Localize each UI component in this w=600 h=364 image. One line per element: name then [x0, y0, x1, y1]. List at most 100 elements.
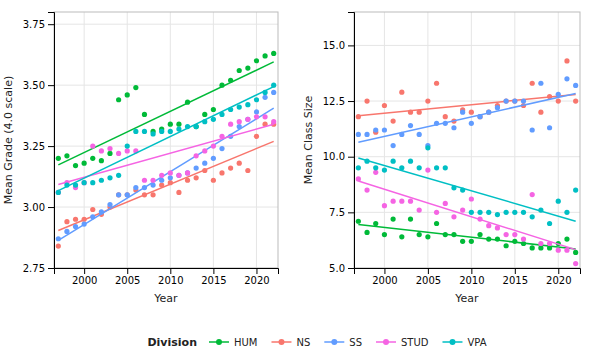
series: [356, 58, 579, 134]
point: [185, 170, 190, 175]
point: [399, 165, 404, 170]
fit-line: [358, 93, 575, 142]
series: [56, 122, 277, 249]
x-axis-tick-line: [471, 268, 472, 274]
point: [228, 165, 233, 170]
point: [142, 112, 147, 117]
point: [573, 187, 578, 192]
point: [469, 196, 474, 201]
point: [202, 112, 207, 117]
panel: 200020052010201520202.753.003.253.503.75…: [2, 12, 279, 305]
point: [228, 107, 233, 112]
point: [82, 217, 87, 222]
x-axis-tick-label: 2020: [546, 275, 571, 286]
point: [202, 148, 207, 153]
point: [185, 124, 190, 129]
y-axis-title: Mean Grade (4.0 scale): [2, 76, 15, 204]
point: [271, 51, 276, 56]
point: [391, 143, 396, 148]
point: [417, 165, 422, 170]
x-axis-tick-line: [213, 268, 214, 274]
x-axis-tick-label: 2005: [416, 275, 441, 286]
point: [521, 210, 526, 215]
y-axis-tick-line: [48, 85, 54, 86]
y-axis-tick-line: [48, 207, 54, 208]
point: [382, 167, 387, 172]
point: [399, 199, 404, 204]
x-axis-title: Year: [454, 292, 479, 305]
point: [176, 173, 181, 178]
point: [504, 243, 509, 248]
point: [90, 156, 95, 161]
point: [477, 114, 482, 119]
point: [271, 119, 276, 124]
point: [364, 132, 369, 137]
point: [547, 221, 552, 226]
point: [254, 114, 259, 119]
legend-label: HUM: [234, 337, 257, 348]
x-axis-tick: 2000: [72, 268, 97, 286]
point: [434, 121, 439, 126]
fit-line: [58, 62, 273, 165]
point: [486, 210, 491, 215]
point: [443, 232, 448, 237]
point: [538, 81, 543, 86]
fit-line: [58, 87, 273, 191]
y-axis-tick: 10.0: [323, 151, 354, 162]
point: [486, 110, 491, 115]
y-axis-tick-label: 10.0: [323, 151, 345, 162]
point: [408, 159, 413, 164]
point: [228, 122, 233, 127]
point: [460, 208, 465, 213]
chart-svg: 200020052010201520202.753.003.253.503.75…: [0, 0, 600, 364]
point: [219, 83, 224, 88]
point: [425, 167, 430, 172]
point: [564, 248, 569, 253]
legend-label: NS: [296, 337, 310, 348]
legend-item: HUM: [209, 337, 257, 348]
point: [159, 183, 164, 188]
y-axis-tick-line: [348, 45, 354, 46]
point: [538, 241, 543, 246]
point: [254, 97, 259, 102]
point: [391, 159, 396, 164]
y-axis-tick-label: 15.0: [323, 40, 345, 51]
point: [364, 98, 369, 103]
legend-item: STUD: [376, 337, 429, 348]
y-axis-tick: 15.0: [323, 40, 354, 51]
point: [425, 145, 430, 150]
panel: 200020052010201520205.07.510.012.515.0Ye…: [302, 12, 581, 305]
legend-swatch-point: [383, 339, 389, 345]
x-axis-title: Year: [153, 292, 178, 305]
series: [356, 145, 579, 226]
legend-item: SS: [324, 337, 362, 348]
point: [116, 192, 121, 197]
x-axis-tick: 2020: [546, 268, 571, 286]
point: [245, 168, 250, 173]
legend: DivisionHUMNSSSSTUDVPA: [147, 336, 486, 349]
point: [254, 58, 259, 63]
point: [364, 230, 369, 235]
point: [176, 173, 181, 178]
series: [356, 167, 579, 266]
point: [443, 114, 448, 119]
point: [168, 180, 173, 185]
point: [504, 232, 509, 237]
fit-line: [358, 224, 575, 249]
point: [356, 176, 361, 181]
point: [391, 199, 396, 204]
legend-label: VPA: [467, 337, 486, 348]
point: [56, 236, 61, 241]
x-axis: 20002005201020152020: [55, 268, 279, 286]
point: [116, 97, 121, 102]
point: [185, 170, 190, 175]
point: [125, 148, 130, 153]
point: [373, 165, 378, 170]
grid-line-x: [213, 12, 214, 268]
point: [211, 107, 216, 112]
point: [573, 98, 578, 103]
grid-line-y: [354, 156, 580, 157]
point: [460, 239, 465, 244]
point: [521, 241, 526, 246]
point: [82, 180, 87, 185]
